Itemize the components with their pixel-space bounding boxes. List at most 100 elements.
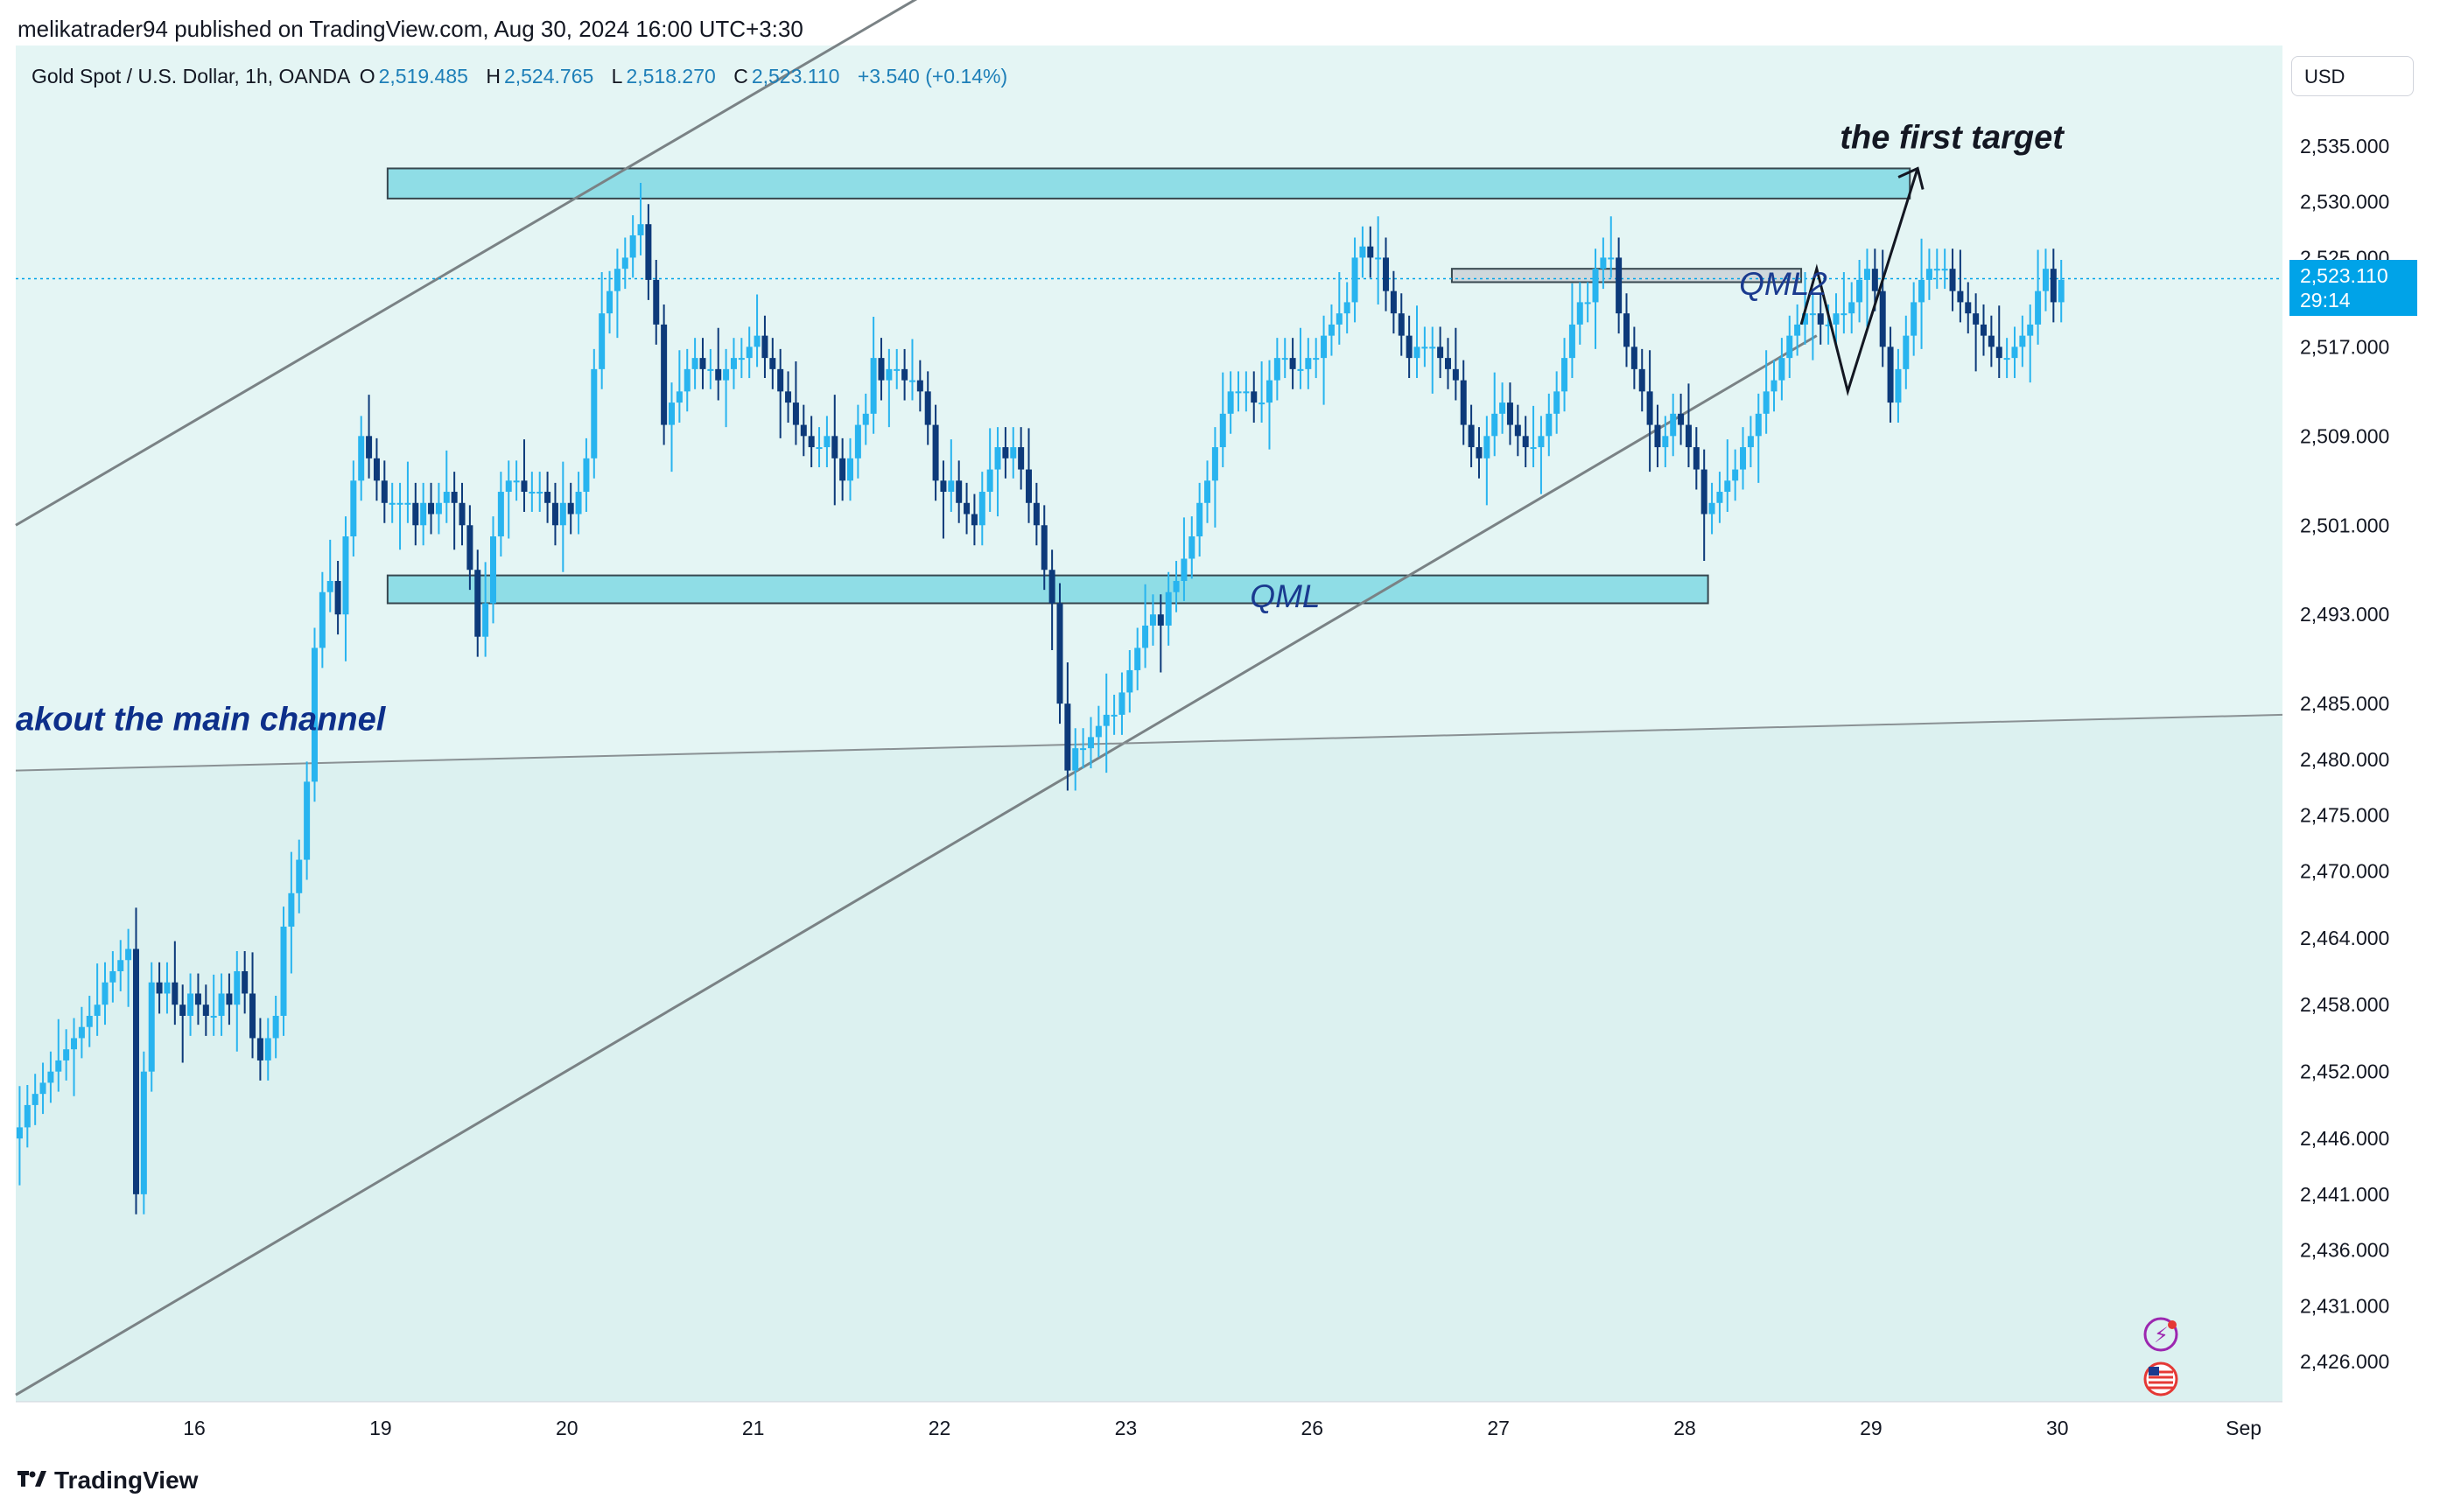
candle: [2003, 358, 2010, 360]
candle: [234, 970, 241, 1005]
candle: [1429, 346, 1436, 349]
candle: [404, 502, 411, 505]
candle: [529, 492, 536, 494]
candle: [629, 234, 636, 258]
candle: [924, 391, 931, 425]
candle: [761, 335, 768, 359]
candle: [1321, 335, 1328, 359]
candle: [583, 458, 590, 493]
candle: [978, 492, 985, 526]
candle: [1328, 324, 1335, 336]
x-tick-label: 28: [1673, 1417, 1696, 1439]
x-tick-label: Sep: [2226, 1417, 2261, 1439]
candle: [102, 982, 109, 1005]
candle: [1809, 313, 1816, 316]
y-tick-label: 2,535.000: [2300, 135, 2389, 158]
candle: [1530, 447, 1537, 450]
y-tick-label: 2,493.000: [2300, 603, 2389, 626]
candle: [916, 380, 923, 392]
candle: [1103, 714, 1110, 726]
candle: [256, 1038, 263, 1060]
symbol-legend[interactable]: Gold Spot / U.S. Dollar, 1h, OANDA O 2,51…: [32, 65, 1011, 88]
candle: [1995, 346, 2002, 359]
candle: [1600, 257, 1607, 270]
candle: [1981, 324, 1988, 336]
open-label: O: [359, 65, 375, 88]
candle: [466, 525, 473, 570]
candle: [1476, 447, 1483, 458]
candle: [986, 469, 993, 493]
candle: [544, 492, 551, 503]
high-label: H: [486, 65, 501, 88]
candle: [1142, 625, 1149, 648]
candle: [1763, 391, 1770, 414]
candle: [1273, 358, 1280, 381]
candle: [800, 424, 807, 437]
candle: [1925, 269, 1932, 280]
candle: [47, 1071, 54, 1083]
candle: [948, 480, 955, 493]
candle: [1259, 402, 1266, 405]
candle: [1608, 257, 1615, 260]
candle: [940, 480, 947, 493]
candle: [459, 502, 466, 526]
candle: [1685, 424, 1692, 448]
candle: [1390, 290, 1397, 314]
candle: [326, 580, 333, 592]
currency-button[interactable]: USD: [2291, 56, 2414, 96]
candle: [1444, 358, 1451, 369]
candle: [381, 480, 388, 503]
candle: [1678, 413, 1685, 425]
tradingview-logo-icon: [18, 1467, 47, 1494]
candle: [777, 368, 784, 392]
candle: [1949, 269, 1956, 291]
candle: [218, 993, 225, 1016]
candle: [1406, 335, 1413, 359]
y-tick-label: 2,458.000: [2300, 993, 2389, 1016]
candle: [1026, 469, 1033, 503]
x-tick-label: 29: [1860, 1417, 1883, 1439]
candle: [1576, 302, 1583, 325]
trendline: [15, 0, 918, 527]
high-value: 2,524.765: [503, 65, 594, 88]
candle: [1188, 536, 1195, 559]
candle: [1134, 648, 1141, 670]
candle: [226, 993, 233, 1005]
candle: [280, 927, 287, 1016]
candle: [319, 592, 326, 648]
flash-icon-dot: [2168, 1320, 2177, 1329]
annotation-first-target: the first target: [1840, 120, 2065, 157]
candle: [1871, 269, 1878, 291]
candle: [1918, 279, 1925, 303]
bar-countdown: 29:14: [2300, 289, 2351, 312]
candle: [1095, 725, 1102, 738]
y-tick-label: 2,480.000: [2300, 748, 2389, 771]
candle: [839, 458, 846, 481]
last-price-value: 2,523.110: [2300, 264, 2388, 287]
candle: [304, 781, 311, 860]
candle: [1266, 380, 1273, 403]
candle: [16, 1127, 23, 1139]
candle: [412, 502, 419, 526]
y-tick-label: 2,475.000: [2300, 804, 2389, 827]
candle: [1080, 748, 1087, 751]
candle: [1281, 358, 1288, 360]
candle: [32, 1094, 39, 1105]
candle: [1196, 502, 1203, 537]
y-tick-label: 2,485.000: [2300, 692, 2389, 715]
candle: [389, 502, 396, 505]
tradingview-logo[interactable]: TradingView: [18, 1466, 198, 1494]
candle: [754, 335, 761, 347]
candle: [723, 368, 730, 381]
candle: [164, 982, 171, 994]
candle: [715, 368, 722, 381]
candle: [373, 458, 380, 481]
candle: [1724, 480, 1731, 493]
candle: [1289, 358, 1296, 369]
candle: [816, 447, 823, 450]
candle: [669, 402, 676, 425]
candle: [366, 436, 373, 458]
candle: [1297, 368, 1304, 371]
candle: [637, 224, 644, 235]
